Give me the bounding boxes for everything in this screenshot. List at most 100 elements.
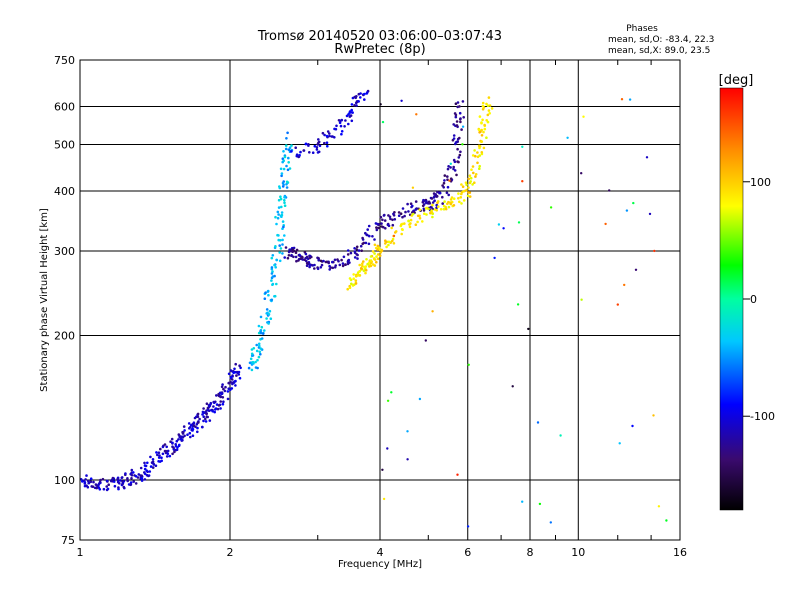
data-point xyxy=(301,256,304,259)
data-point xyxy=(294,146,298,149)
data-point xyxy=(461,185,465,188)
data-point xyxy=(433,199,436,202)
data-point xyxy=(431,215,434,219)
data-point xyxy=(307,144,310,147)
data-point xyxy=(294,255,298,259)
data-point xyxy=(447,193,451,197)
data-point xyxy=(468,191,472,194)
data-point xyxy=(458,111,462,115)
data-point xyxy=(304,252,308,256)
data-point xyxy=(482,146,486,150)
data-point xyxy=(205,402,209,406)
data-point xyxy=(469,176,473,180)
data-point xyxy=(160,456,163,460)
data-point xyxy=(177,438,180,441)
data-point xyxy=(436,190,439,194)
axis-ticks: 1 2 4 6 8 10 16 75 100 200 300 400 500 600 750 xyxy=(54,54,687,559)
noise-point xyxy=(652,414,655,417)
noise-point xyxy=(634,268,638,271)
data-point xyxy=(364,268,368,272)
data-point xyxy=(369,255,373,258)
data-point xyxy=(140,477,144,481)
x-tick-label: 16 xyxy=(673,546,687,559)
data-point xyxy=(408,225,412,229)
data-point xyxy=(270,298,274,302)
noise-point xyxy=(386,399,390,402)
data-point xyxy=(118,482,121,485)
data-point xyxy=(391,218,394,222)
data-point xyxy=(171,452,174,456)
noise-point xyxy=(381,468,384,471)
data-point xyxy=(271,282,275,286)
data-point xyxy=(196,426,199,430)
data-point xyxy=(283,196,286,199)
data-point xyxy=(337,259,340,263)
data-point xyxy=(221,402,225,406)
data-point xyxy=(172,446,175,450)
noise-point xyxy=(493,256,496,260)
data-point xyxy=(476,155,480,159)
data-point xyxy=(250,348,254,351)
data-point xyxy=(277,206,281,209)
data-point xyxy=(238,376,242,380)
data-point xyxy=(367,224,371,228)
data-point xyxy=(148,470,152,473)
data-point xyxy=(270,266,274,269)
data-point xyxy=(376,253,380,256)
data-point xyxy=(384,242,387,245)
data-point xyxy=(467,177,471,181)
data-point xyxy=(472,171,475,175)
data-point xyxy=(150,461,154,464)
data-point xyxy=(154,464,158,468)
data-point xyxy=(331,260,334,264)
data-point xyxy=(89,480,93,484)
data-point xyxy=(308,256,312,260)
data-point xyxy=(348,261,351,264)
data-point xyxy=(355,248,359,251)
data-point xyxy=(257,342,261,346)
data-point xyxy=(317,150,321,154)
data-point xyxy=(487,109,491,112)
data-point xyxy=(359,96,362,99)
data-point xyxy=(239,366,242,370)
data-point xyxy=(252,347,256,350)
y-tick-label: 600 xyxy=(54,101,75,114)
data-point xyxy=(177,444,181,448)
data-point xyxy=(295,153,299,156)
noise-point xyxy=(497,223,501,226)
data-point xyxy=(250,354,254,358)
data-point xyxy=(462,199,466,202)
data-point xyxy=(368,234,371,238)
data-point xyxy=(456,160,459,163)
data-point xyxy=(458,153,462,157)
data-point xyxy=(450,196,454,199)
data-point xyxy=(488,112,492,115)
data-point xyxy=(107,483,110,487)
data-point xyxy=(357,249,361,252)
data-point xyxy=(132,471,135,474)
data-point xyxy=(378,254,382,257)
data-point xyxy=(435,208,439,212)
data-point xyxy=(403,214,406,218)
data-point xyxy=(313,144,317,148)
data-point xyxy=(346,249,350,252)
data-point xyxy=(282,183,285,187)
data-point xyxy=(116,479,120,483)
data-point xyxy=(280,211,284,214)
data-point xyxy=(406,202,409,206)
data-point xyxy=(373,243,377,247)
noise-point xyxy=(521,145,524,148)
data-point xyxy=(425,200,428,203)
data-point xyxy=(411,212,415,216)
data-point xyxy=(363,98,366,101)
data-point xyxy=(462,190,465,193)
data-point xyxy=(233,367,236,371)
data-point xyxy=(220,392,224,396)
data-point xyxy=(181,432,185,435)
data-point xyxy=(259,329,263,332)
data-point xyxy=(275,282,278,286)
data-point xyxy=(273,294,277,298)
data-point xyxy=(130,468,134,472)
data-point xyxy=(257,324,261,328)
data-point xyxy=(454,115,458,119)
